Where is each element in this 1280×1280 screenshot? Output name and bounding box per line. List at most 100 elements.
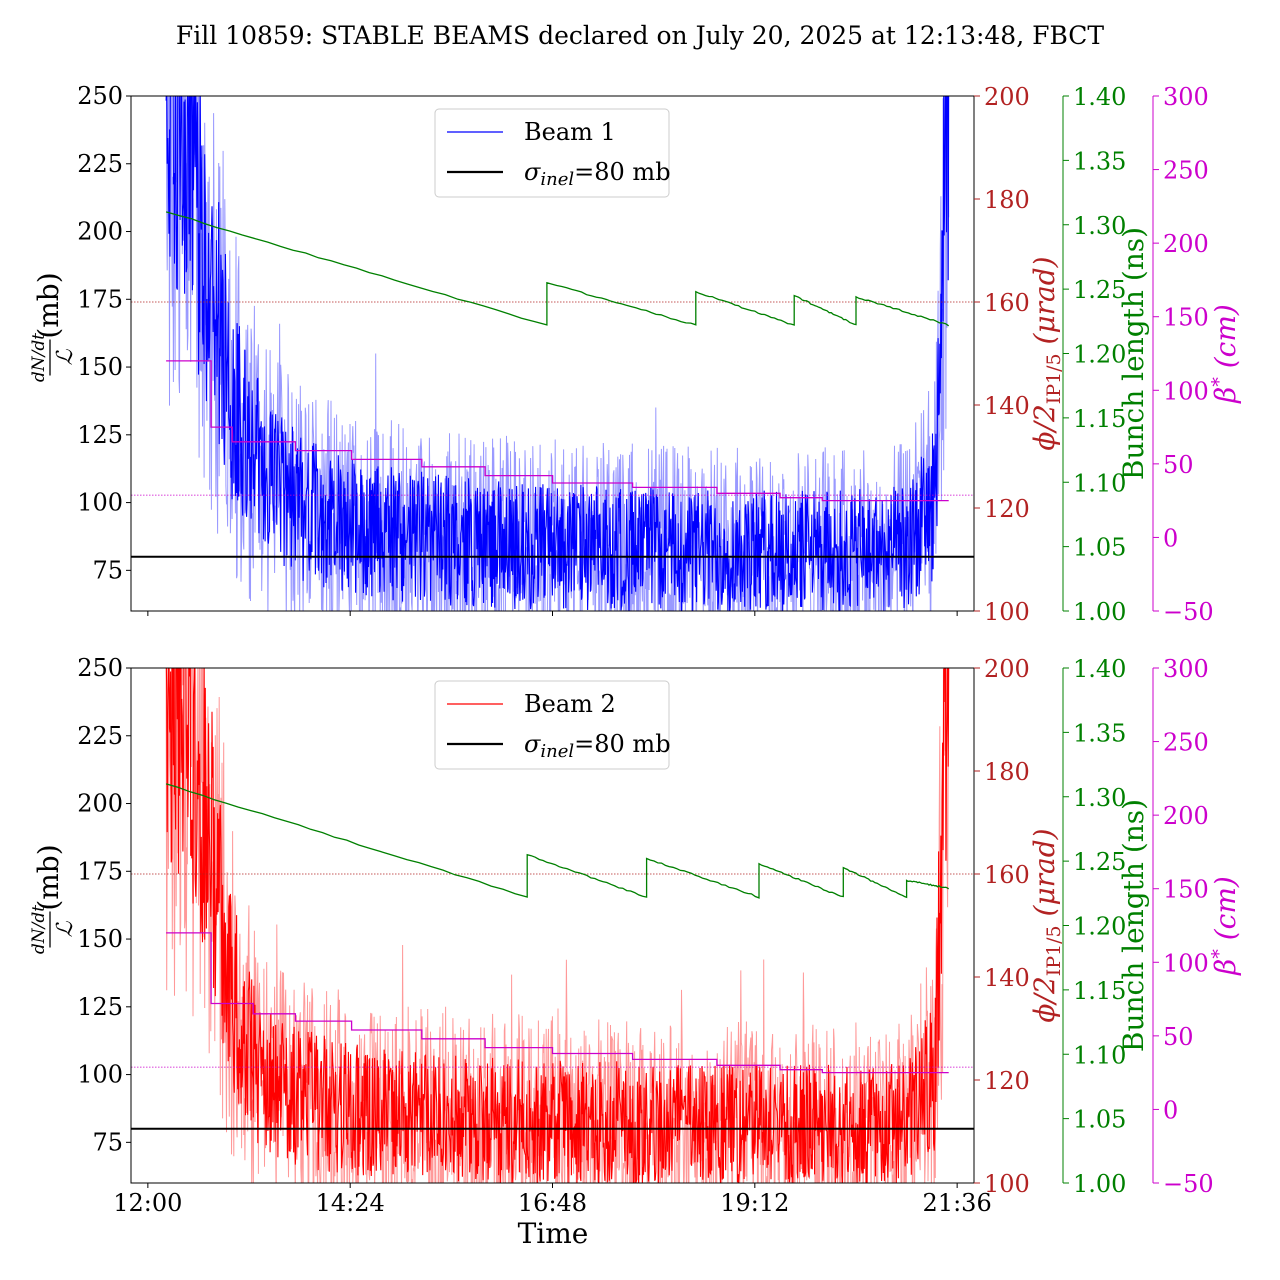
y-label-unit: (mb) bbox=[32, 272, 65, 338]
right-axis-tick-label: 150 bbox=[1163, 304, 1209, 332]
right-axis-tick-label: 200 bbox=[984, 655, 1030, 683]
right-axis-tick-label: 50 bbox=[1163, 451, 1194, 479]
svg-text:ϕ/2IP1/5 (μrad): ϕ/2IP1/5 (μrad) bbox=[1028, 256, 1065, 450]
right-axis-tick-label: 160 bbox=[984, 289, 1030, 317]
y-tick-label: 100 bbox=[77, 489, 123, 517]
right-axis-tick-label: 1.35 bbox=[1073, 147, 1126, 175]
y-tick-label: 75 bbox=[92, 556, 123, 584]
beta-star-series bbox=[166, 360, 949, 502]
y-tick-label: 250 bbox=[77, 654, 123, 682]
x-tick-label: 14:24 bbox=[316, 1189, 385, 1217]
right-axis-tick-label: 1.25 bbox=[1073, 848, 1126, 876]
right-axis-tick-label: 1.05 bbox=[1073, 1106, 1126, 1134]
legend-label: Beam 1 bbox=[524, 118, 616, 146]
svg-text:β* (cm): β* (cm) bbox=[1208, 876, 1242, 976]
x-tick-label: 12:00 bbox=[113, 1189, 182, 1217]
figure-title: Fill 10859: STABLE BEAMS declared on Jul… bbox=[176, 21, 1105, 50]
right-axis-tick-label: 1.15 bbox=[1073, 405, 1126, 433]
right-axis-tick-label: 200 bbox=[984, 83, 1030, 111]
right-axis-tick-label: 200 bbox=[1163, 802, 1209, 830]
right-axis-tick-label: 250 bbox=[1163, 729, 1209, 757]
y-axis-label-left: dN/dt ℒ (mb) bbox=[29, 844, 78, 954]
legend-box bbox=[434, 108, 670, 198]
right-axis-tick-label: 1.05 bbox=[1073, 534, 1126, 562]
right-axis-tick-label: 0 bbox=[1163, 524, 1178, 552]
beam-series-line bbox=[165, 96, 950, 611]
y-tick-label: 250 bbox=[77, 82, 123, 110]
right-axis-label-0: ϕ/2IP1/5 (μrad) bbox=[1028, 828, 1065, 1022]
y-tick-label: 125 bbox=[77, 421, 123, 449]
legend: Beam 2 σinel=80 mb bbox=[434, 680, 671, 770]
bunch-length-series bbox=[165, 211, 950, 327]
beam-series-light bbox=[165, 668, 949, 1183]
right-axis-tick-label: 300 bbox=[1163, 655, 1209, 683]
y-tick-label: 150 bbox=[77, 925, 123, 953]
right-axis-tick-label: 180 bbox=[984, 758, 1030, 786]
right-axis-tick-label: 100 bbox=[984, 1170, 1030, 1198]
panel-bottom-beam-2: 75 100 125 150 175 200 225 250 12:00 14:24 16:48 19… bbox=[29, 654, 1242, 1217]
right-axis-tick-label: 180 bbox=[984, 186, 1030, 214]
legend-label: Beam 2 bbox=[524, 690, 616, 718]
right-axis-tick-label: −50 bbox=[1163, 598, 1214, 626]
legend-box bbox=[434, 680, 670, 770]
right-axis-tick-label: 200 bbox=[1163, 230, 1209, 258]
x-tick-label: 21:36 bbox=[923, 1189, 992, 1217]
legend: Beam 1 σinel=80 mb bbox=[434, 108, 671, 198]
panel-top-beam-1: 75 100 125 150 175 200 225 250 dN/dt ℒ (mb) 100 120 1… bbox=[29, 82, 1242, 626]
plot-area bbox=[131, 668, 974, 1183]
beta-star-series bbox=[166, 932, 949, 1074]
y-label-numerator: dN/dt bbox=[29, 905, 49, 954]
right-axis-tick-label: 100 bbox=[984, 598, 1030, 626]
y-label-unit: (mb) bbox=[32, 844, 65, 910]
right-axis-tick-label: 1.30 bbox=[1073, 784, 1126, 812]
right-axis-tick-label: 1.35 bbox=[1073, 719, 1126, 747]
y-tick-label: 175 bbox=[77, 285, 123, 313]
right-axis-tick-label: 140 bbox=[984, 964, 1030, 992]
svg-text:Bunch length (ns): Bunch length (ns) bbox=[1117, 227, 1150, 480]
right-axis-label-1: Bunch length (ns) bbox=[1117, 227, 1150, 480]
svg-text:β* (cm): β* (cm) bbox=[1208, 304, 1242, 404]
y-tick-label: 100 bbox=[77, 1061, 123, 1089]
right-axis-tick-label: 140 bbox=[984, 392, 1030, 420]
right-axis-tick-label: 1.15 bbox=[1073, 977, 1126, 1005]
right-axis-tick-label: −50 bbox=[1163, 1170, 1214, 1198]
right-axis-tick-label: 120 bbox=[984, 1067, 1030, 1095]
legend-label: σinel=80 mb bbox=[524, 158, 671, 190]
right-axis-tick-label: 1.40 bbox=[1073, 83, 1126, 111]
y-label-numerator: dN/dt bbox=[29, 333, 49, 382]
right-axis-tick-label: 1.10 bbox=[1073, 1041, 1126, 1069]
right-axis-tick-label: 1.25 bbox=[1073, 276, 1126, 304]
right-axis-tick-label: 1.20 bbox=[1073, 341, 1126, 369]
right-axis-tick-label: 150 bbox=[1163, 876, 1209, 904]
y-label-denominator: ℒ bbox=[53, 348, 78, 365]
y-tick-label: 175 bbox=[77, 857, 123, 885]
beam-series-light bbox=[166, 96, 950, 611]
svg-text:ϕ/2IP1/5 (μrad): ϕ/2IP1/5 (μrad) bbox=[1028, 828, 1065, 1022]
svg-text:Bunch length (ns): Bunch length (ns) bbox=[1117, 799, 1150, 1052]
legend-label: σinel=80 mb bbox=[524, 730, 671, 762]
right-axis-tick-label: 300 bbox=[1163, 83, 1209, 111]
y-tick-label: 200 bbox=[77, 218, 123, 246]
beam-series-line bbox=[165, 668, 950, 1183]
right-axis-tick-label: 50 bbox=[1163, 1023, 1194, 1051]
bunch-length-series bbox=[165, 783, 950, 899]
right-axis-tick-label: 1.30 bbox=[1073, 212, 1126, 240]
x-axis-label: Time bbox=[518, 1217, 589, 1250]
right-axis-label-2: β* (cm) bbox=[1208, 304, 1242, 404]
right-axis-tick-label: 120 bbox=[984, 495, 1030, 523]
y-axis-label-left: dN/dt ℒ (mb) bbox=[29, 272, 78, 382]
right-axis-tick-label: 160 bbox=[984, 861, 1030, 889]
right-axis-label-0: ϕ/2IP1/5 (μrad) bbox=[1028, 256, 1065, 450]
right-axis-tick-label: 1.00 bbox=[1073, 1170, 1126, 1198]
x-tick-label: 16:48 bbox=[518, 1189, 587, 1217]
right-axis-tick-label: 0 bbox=[1163, 1096, 1178, 1124]
y-tick-label: 225 bbox=[77, 150, 123, 178]
right-axis-tick-label: 100 bbox=[1163, 377, 1209, 405]
y-tick-label: 150 bbox=[77, 353, 123, 381]
right-axis-tick-label: 1.40 bbox=[1073, 655, 1126, 683]
right-axis-tick-label: 1.10 bbox=[1073, 469, 1126, 497]
right-axis-tick-label: 1.00 bbox=[1073, 598, 1126, 626]
right-axis-tick-label: 100 bbox=[1163, 949, 1209, 977]
y-tick-label: 200 bbox=[77, 790, 123, 818]
